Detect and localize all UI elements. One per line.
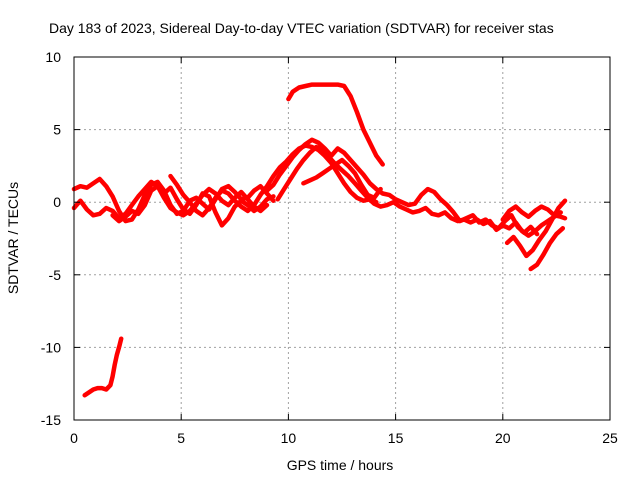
series-line-arc-9 xyxy=(301,157,383,201)
x-axis-label: GPS time / hours xyxy=(287,457,394,473)
x-tick-label: 10 xyxy=(281,430,297,446)
series-line-arc-11 xyxy=(504,198,568,259)
grid-layer xyxy=(74,57,610,420)
series-line-arc-7 xyxy=(275,144,563,238)
x-tick-label: 20 xyxy=(495,430,511,446)
series-line-arc-1 xyxy=(82,336,124,398)
plot-frame xyxy=(73,56,611,421)
series-line-arc-8 xyxy=(286,82,385,167)
y-tick-label: -10 xyxy=(41,339,61,355)
y-axis-label: SDTVAR / TECUs xyxy=(5,182,21,294)
x-tick-label: 15 xyxy=(388,430,404,446)
series-line-arc-12 xyxy=(528,226,566,272)
x-tick-label: 5 xyxy=(177,430,185,446)
series-line-arc-5 xyxy=(168,143,379,218)
tick-layer: 0 5 10 15 20 25 -15 -10 -5 0 5 10 xyxy=(41,49,618,446)
y-tick-label: 10 xyxy=(45,49,61,65)
y-tick-label: 0 xyxy=(53,194,61,210)
y-tick-label: 5 xyxy=(53,122,61,138)
y-tick-label: -15 xyxy=(41,412,61,428)
x-tick-label: 0 xyxy=(70,430,78,446)
chart-title: Day 183 of 2023, Sidereal Day-to-day VTE… xyxy=(49,20,554,36)
x-tick-label: 25 xyxy=(602,430,618,446)
series-layer xyxy=(71,82,568,398)
y-tick-label: -5 xyxy=(49,267,62,283)
